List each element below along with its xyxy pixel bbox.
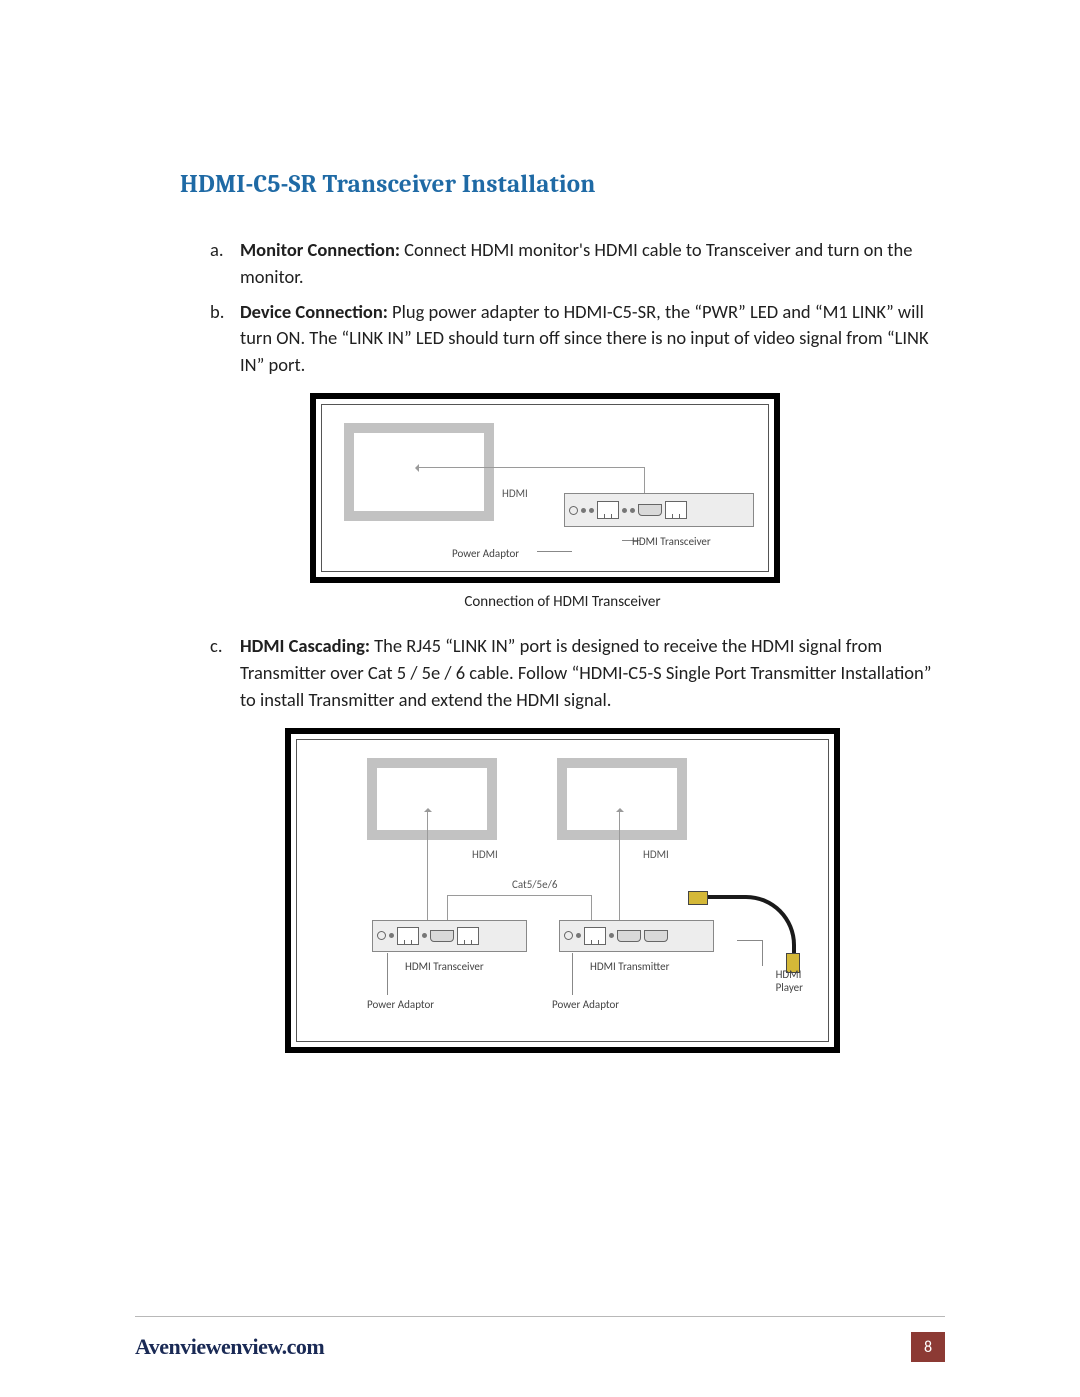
step-marker: b. — [210, 299, 224, 326]
arrow-icon — [619, 810, 620, 920]
figure-inner: HDMI Power Adaptor HDMI Transceiver — [321, 404, 769, 572]
cat-cable-label: Cat5/5e/6 — [512, 878, 557, 891]
transmitter-label: HDMI Transmitter — [590, 960, 669, 973]
step-c: c. HDMI Cascading: The RJ45 “LINK IN” po… — [210, 633, 945, 713]
footer-rule — [135, 1316, 945, 1317]
callout-line — [762, 940, 763, 966]
hdmi-cable-icon — [702, 895, 796, 959]
section-title: HDMI-C5-SR Transceiver Installation — [180, 170, 945, 199]
page-number-badge: 8 — [911, 1332, 945, 1362]
arrow-icon — [427, 810, 428, 920]
logo-text: Avenview — [135, 1334, 221, 1359]
power-adaptor-label: Power Adaptor — [452, 547, 519, 560]
logo-domain: enview.com — [221, 1334, 324, 1359]
hdmi-label: HDMI — [472, 848, 498, 861]
step-marker: c. — [210, 633, 223, 660]
page-footer: Avenviewenview.com 8 — [135, 1332, 945, 1362]
callout-line — [572, 953, 573, 995]
step-a: a. Monitor Connection: Connect HDMI moni… — [210, 237, 945, 291]
step-b: b. Device Connection: Plug power adapter… — [210, 299, 945, 379]
power-adaptor-label: Power Adaptor — [367, 998, 434, 1011]
figure-inner: HDMI HDMI Cat5/5e/6 HDMI Transceiver HDM… — [296, 739, 829, 1042]
transceiver-device-icon — [372, 920, 527, 952]
transceiver-device-icon — [564, 493, 754, 527]
arrow-icon — [417, 467, 645, 469]
instruction-list-continued: c. HDMI Cascading: The RJ45 “LINK IN” po… — [180, 633, 945, 713]
figure-2: HDMI HDMI Cat5/5e/6 HDMI Transceiver HDM… — [285, 728, 840, 1053]
instruction-list: a. Monitor Connection: Connect HDMI moni… — [180, 237, 945, 379]
transceiver-label: HDMI Transceiver — [405, 960, 484, 973]
transmitter-device-icon — [559, 920, 714, 952]
step-marker: a. — [210, 237, 224, 264]
step-label: Device Connection: — [240, 300, 388, 323]
brand-logo: Avenviewenview.com — [135, 1334, 324, 1360]
hdmi-label: HDMI — [502, 487, 528, 500]
cat-cable-line — [447, 895, 592, 896]
monitor-icon — [344, 423, 494, 521]
callout-line — [537, 551, 572, 552]
hdmi-label: HDMI — [643, 848, 669, 861]
power-adaptor-label: Power Adaptor — [552, 998, 619, 1011]
figure-1: HDMI Power Adaptor HDMI Transceiver — [310, 393, 780, 583]
monitor-icon — [557, 758, 687, 840]
step-label: Monitor Connection: — [240, 238, 400, 261]
callout-line — [387, 953, 388, 995]
figure-1-caption: Connection of HDMI Transceiver — [180, 593, 945, 611]
document-page: HDMI-C5-SR Transceiver Installation a. M… — [0, 0, 1080, 1397]
step-label: HDMI Cascading: — [240, 634, 370, 657]
monitor-icon — [367, 758, 497, 840]
transceiver-label: HDMI Transceiver — [632, 535, 711, 548]
hdmi-player-label: HDMIPlayer — [776, 968, 803, 996]
